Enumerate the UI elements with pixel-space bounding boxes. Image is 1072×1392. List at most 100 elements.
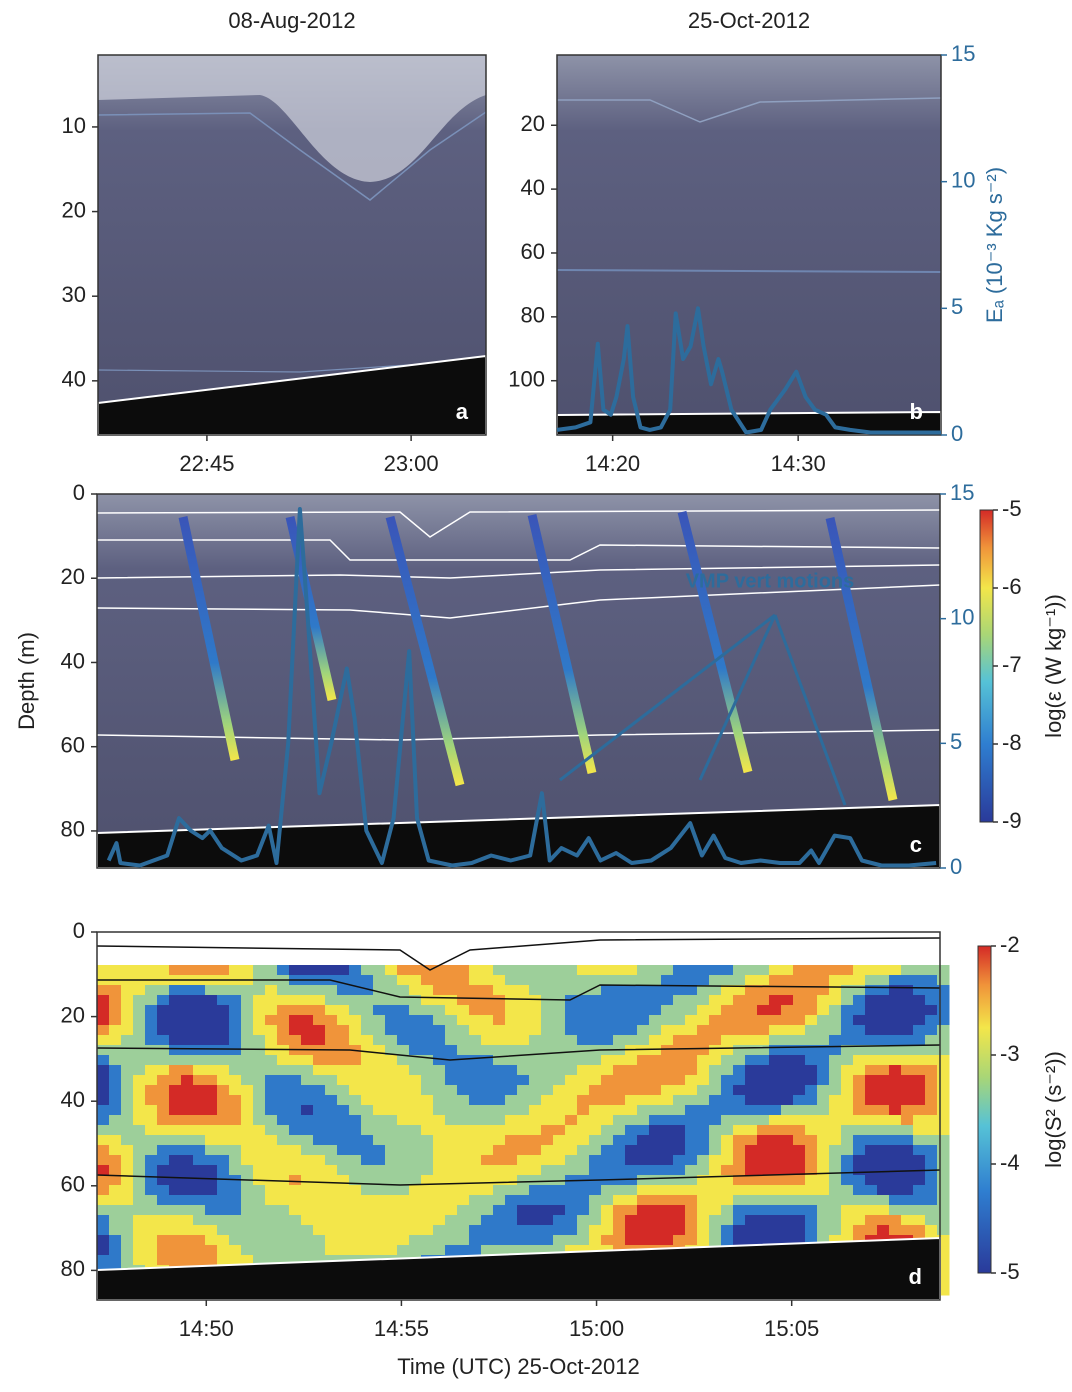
shear-cell [205,965,218,976]
shear-cell [685,1195,698,1206]
shear-cell [265,1005,278,1016]
shear-cell [397,995,410,1006]
shear-cell [145,1025,158,1036]
shear-cell [913,1175,926,1186]
shear-cell [769,1075,782,1086]
shear-cell [913,1185,926,1196]
shear-cell [301,1075,314,1086]
shear-cell [625,1135,638,1146]
shear-cell [913,1055,926,1066]
shear-cell [817,1045,830,1056]
shear-cell [565,1095,578,1106]
shear-cell [253,1045,266,1056]
shear-cell [553,1155,566,1166]
shear-cell [733,1225,746,1236]
shear-cell [469,1165,482,1176]
shear-cell [757,1165,770,1176]
shear-cell [577,965,590,976]
shear-cell [661,1175,674,1186]
shear-cell [133,1005,146,1016]
shear-cell [877,1045,890,1056]
shear-cell [841,1205,854,1216]
shear-cell [145,1135,158,1146]
shear-cell [145,1005,158,1016]
shear-cell [685,1205,698,1216]
shear-cell [757,1205,770,1216]
shear-cell [937,1015,950,1026]
shear-cell [457,1185,470,1196]
shear-cell [589,1155,602,1166]
shear-cell [901,1055,914,1066]
shear-cell [841,965,854,976]
shear-cell [937,1135,950,1146]
shear-cell [349,985,362,996]
shear-cell [829,1125,842,1136]
shear-cell [781,1185,794,1196]
shear-cell [133,1065,146,1076]
shear-cell [97,1175,110,1186]
shear-cell [205,1025,218,1036]
shear-cell [877,995,890,1006]
shear-cell [769,1055,782,1066]
y-tick-label: 100 [508,367,545,392]
shear-cell [433,1065,446,1076]
shear-cell [841,1015,854,1026]
shear-cell [805,1185,818,1196]
shear-cell [169,1195,182,1206]
shear-cell [433,1145,446,1156]
y-tick-label: 0 [73,480,85,505]
shear-cell [205,985,218,996]
shear-cell [577,995,590,1006]
shear-cell [469,1055,482,1066]
shear-cell [445,985,458,996]
shear-cell [721,1155,734,1166]
shear-cell [97,1095,110,1106]
shear-cell [661,1215,674,1226]
shear-cell [541,1115,554,1126]
isopycnal [556,269,942,273]
shear-cell [145,1255,158,1266]
shear-cell [193,1175,206,1186]
shear-cell [553,1055,566,1066]
shear-cell [325,1175,338,1186]
shear-cell [829,1005,842,1016]
shear-cell [685,1055,698,1066]
shear-cell [253,1115,266,1126]
shear-cell [469,1045,482,1056]
shear-cell [613,1145,626,1156]
shear-cell [625,1055,638,1066]
shear-cell [397,1065,410,1076]
shear-cell [277,1105,290,1116]
shear-cell [853,1195,866,1206]
shear-cell [613,1175,626,1186]
shear-cell [313,1025,326,1036]
shear-cell [301,1125,314,1136]
shear-cell [241,1075,254,1086]
shear-cell [373,995,386,1006]
shear-cell [397,1035,410,1046]
shear-cell [205,1065,218,1076]
shear-cell [829,1105,842,1116]
shear-cell [541,965,554,976]
shear-cell [541,1195,554,1206]
shear-cell [205,1095,218,1106]
shear-cell [133,1165,146,1176]
shear-cell [769,1015,782,1026]
shear-cell [133,1095,146,1106]
shear-cell [553,975,566,986]
shear-cell [829,1195,842,1206]
shear-cell [913,1115,926,1126]
shear-cell [157,1225,170,1236]
shear-cell [301,1005,314,1016]
shear-cell [457,1155,470,1166]
shear-cell [541,975,554,986]
shear-cell [577,1145,590,1156]
shear-cell [709,1135,722,1146]
shear-cell [925,1185,938,1196]
shear-cell [505,1055,518,1066]
shear-cell [769,1005,782,1016]
shear-cell [661,985,674,996]
shear-cell [577,1085,590,1096]
shear-cell [193,1135,206,1146]
shear-cell [289,1175,302,1186]
